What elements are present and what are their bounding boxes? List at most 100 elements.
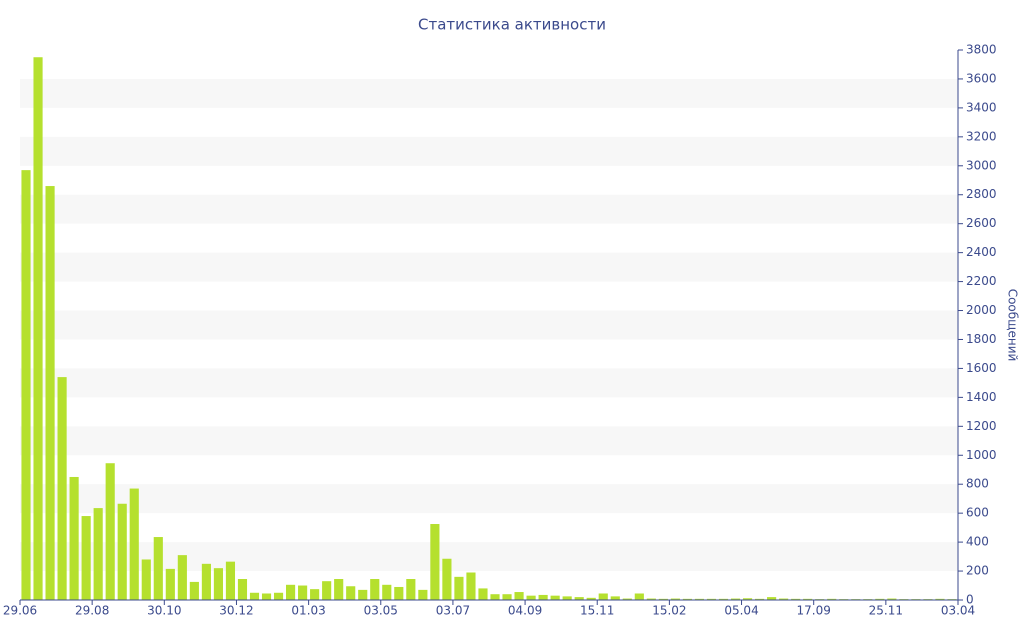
x-tick-label: 29.08	[75, 604, 109, 618]
y-tick-label: 1200	[966, 419, 997, 433]
bar	[827, 598, 837, 600]
y-tick-label: 3000	[966, 158, 997, 172]
y-tick-label: 3600	[966, 71, 997, 85]
bar	[718, 598, 729, 600]
bar	[803, 598, 813, 600]
bar	[334, 579, 344, 600]
bar	[634, 593, 644, 600]
x-tick-label: 15.11	[580, 604, 614, 618]
bar	[646, 598, 656, 600]
bar	[514, 592, 524, 600]
chart-title: Статистика активности	[418, 16, 606, 34]
grid-band	[20, 426, 958, 456]
y-tick-label: 2200	[966, 274, 997, 288]
bar	[502, 594, 512, 600]
bar	[370, 579, 380, 600]
y-tick-label: 0	[966, 593, 974, 607]
bar	[490, 594, 500, 600]
bar	[177, 555, 187, 600]
y-tick-label: 3800	[966, 43, 997, 57]
x-tick-label: 17.09	[797, 604, 831, 618]
bar	[791, 598, 801, 600]
bar	[610, 596, 620, 600]
bar	[466, 572, 476, 600]
bar	[394, 586, 404, 600]
x-tick-label: 05.04	[724, 604, 758, 618]
bar	[213, 568, 223, 600]
x-tick-label: 01.03	[291, 604, 325, 618]
y-tick-label: 3400	[966, 100, 997, 114]
y-tick-label: 1800	[966, 332, 997, 346]
bar	[57, 377, 67, 600]
y-tick-label: 1000	[966, 448, 997, 462]
bar	[129, 488, 139, 600]
bar	[454, 576, 464, 600]
bar	[562, 596, 572, 600]
grid-band	[20, 194, 958, 224]
y-tick-label: 200	[966, 564, 989, 578]
y-tick-label: 600	[966, 506, 989, 520]
x-tick-label: 30.12	[219, 604, 253, 618]
y-tick-label: 2000	[966, 303, 997, 317]
bar	[574, 597, 584, 600]
bar	[730, 598, 741, 600]
bar	[742, 598, 753, 600]
bar	[93, 508, 103, 600]
bar	[141, 559, 151, 600]
bar	[670, 598, 680, 600]
bar	[779, 598, 789, 600]
bar	[767, 597, 777, 600]
bar	[237, 579, 248, 600]
bar	[21, 170, 31, 600]
x-tick-label: 04.09	[508, 604, 542, 618]
bar	[310, 589, 320, 600]
bar	[382, 584, 392, 600]
bar	[442, 558, 452, 600]
bar	[201, 563, 211, 600]
bar	[225, 561, 236, 600]
bar	[33, 57, 43, 601]
bar	[550, 595, 560, 600]
y-axis-label: Сообщений	[1006, 289, 1020, 362]
x-tick-label: 03.07	[436, 604, 470, 618]
bar	[69, 476, 79, 600]
bar	[430, 524, 440, 600]
bar	[478, 588, 488, 600]
y-tick-label: 2800	[966, 187, 997, 201]
bar	[526, 595, 536, 600]
y-tick-label: 800	[966, 477, 989, 491]
bar	[418, 589, 428, 600]
bar	[286, 584, 296, 600]
grid-band	[20, 310, 958, 340]
bar	[322, 581, 332, 600]
bar	[153, 537, 163, 600]
y-tick-label: 1600	[966, 361, 997, 375]
x-tick-label: 15.02	[652, 604, 686, 618]
bar	[249, 592, 260, 600]
grid-band	[20, 368, 958, 398]
x-tick-label: 30.10	[147, 604, 181, 618]
bar	[682, 598, 692, 600]
x-tick-label: 25.11	[869, 604, 903, 618]
bar	[935, 598, 945, 600]
bar	[165, 568, 175, 600]
grid-band	[20, 484, 958, 514]
bar	[694, 598, 705, 600]
y-tick-label: 400	[966, 535, 989, 549]
x-tick-label: 03.04	[941, 604, 975, 618]
bar	[117, 503, 127, 600]
y-tick-label: 1400	[966, 390, 997, 404]
grid-band	[20, 252, 958, 282]
bar	[273, 592, 284, 600]
bar	[81, 516, 91, 600]
x-tick-label: 03.05	[364, 604, 398, 618]
bar	[755, 598, 765, 600]
bar	[622, 598, 632, 600]
bar	[346, 586, 356, 600]
y-tick-label: 3200	[966, 129, 997, 143]
bar	[658, 598, 668, 600]
bar	[261, 593, 272, 600]
bar	[406, 579, 416, 600]
bar	[298, 585, 308, 600]
bar	[875, 598, 885, 600]
